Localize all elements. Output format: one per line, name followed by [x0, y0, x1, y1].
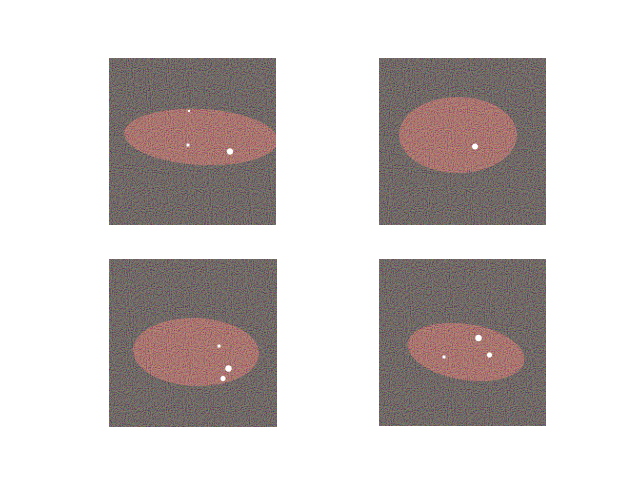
- image-panel: [379, 58, 546, 225]
- image-panel: [109, 58, 276, 225]
- image-panel: [109, 259, 277, 427]
- image-panel: [379, 259, 546, 426]
